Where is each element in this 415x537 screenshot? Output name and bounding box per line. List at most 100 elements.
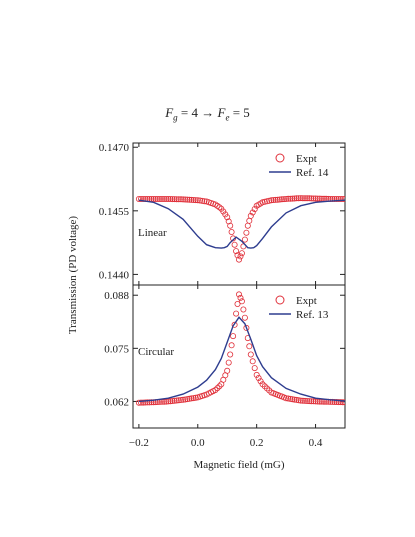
y-tick-label: 0.088	[104, 290, 129, 302]
expt-point	[167, 398, 174, 405]
expt-point	[227, 351, 234, 358]
expt-point	[192, 394, 199, 401]
legend-label: Expt	[296, 295, 317, 307]
title-end: = 5	[229, 105, 250, 120]
series-line-ref-14	[138, 199, 345, 249]
expt-point	[342, 399, 345, 406]
expt-point	[312, 195, 319, 202]
expt-point	[308, 195, 315, 202]
y-tick-label: 0.1440	[99, 269, 130, 281]
title-mid: = 4 →	[177, 105, 218, 120]
expt-point	[299, 195, 306, 202]
expt-point	[251, 206, 258, 213]
expt-point	[283, 195, 290, 202]
plot-area	[135, 195, 345, 263]
expt-point	[175, 196, 182, 203]
expt-point	[146, 399, 153, 406]
figure-title: Fg = 4 → Fe = 5	[0, 105, 415, 123]
expt-point	[169, 196, 176, 203]
expt-point	[240, 306, 247, 313]
expt-point	[289, 396, 296, 403]
expt-point	[291, 396, 298, 403]
expt-point	[137, 399, 144, 406]
legend-label: Expt	[296, 153, 317, 165]
expt-point	[188, 395, 195, 402]
legend-circle-swatch	[275, 153, 285, 163]
plot-area	[135, 291, 345, 406]
x-tick-label: 0.0	[191, 437, 205, 449]
expt-point	[144, 399, 151, 406]
expt-point	[216, 204, 223, 211]
expt-point	[196, 197, 203, 204]
expt-point	[231, 321, 238, 328]
expt-point	[175, 397, 182, 404]
expt-point	[169, 397, 176, 404]
expt-point	[243, 324, 250, 331]
expt-point	[295, 397, 302, 404]
expt-point	[289, 195, 296, 202]
expt-point	[238, 298, 245, 305]
expt-point	[186, 196, 193, 203]
expt-point	[306, 195, 313, 202]
expt-point	[163, 195, 170, 202]
expt-point	[192, 197, 199, 204]
expt-point	[335, 195, 342, 202]
expt-point	[237, 294, 244, 301]
expt-point	[308, 398, 315, 405]
expt-point	[171, 196, 178, 203]
legend-circle-swatch	[275, 295, 285, 305]
expt-point	[186, 395, 193, 402]
title-f1: F	[165, 105, 174, 120]
expt-point	[331, 195, 338, 202]
expt-point	[280, 196, 287, 203]
y-axis-label: Transmission (PD voltage)	[67, 216, 79, 334]
expt-point	[299, 397, 306, 404]
expt-point	[225, 359, 232, 366]
expt-point	[285, 395, 292, 402]
expt-point	[301, 397, 308, 404]
expt-point	[246, 217, 253, 224]
expt-point	[237, 253, 244, 260]
expt-point	[287, 195, 294, 202]
expt-point	[241, 236, 248, 243]
expt-point	[173, 196, 180, 203]
expt-point	[241, 314, 248, 321]
expt-point	[342, 196, 345, 202]
expt-point	[314, 195, 321, 202]
expt-point	[310, 195, 317, 202]
expt-point	[283, 395, 290, 402]
expt-point	[135, 195, 142, 202]
expt-point	[184, 196, 191, 203]
expt-point	[188, 196, 195, 203]
expt-point	[199, 197, 206, 204]
expt-point	[249, 209, 256, 216]
expt-point	[259, 199, 266, 206]
y-tick-label: 0.062	[104, 396, 129, 408]
expt-point	[137, 195, 144, 202]
expt-point	[278, 196, 285, 203]
expt-point	[285, 195, 292, 202]
expt-point	[201, 198, 208, 205]
expt-point	[257, 378, 264, 385]
x-tick-label: −0.2	[129, 437, 149, 449]
expt-point	[235, 256, 242, 263]
expt-point	[190, 395, 197, 402]
y-tick-label: 0.1455	[99, 206, 130, 218]
expt-point	[244, 222, 251, 229]
linear-panel: 0.1470 0.1455 0.1440 Linear Expt Ref. 14	[99, 142, 346, 286]
expt-point	[167, 195, 174, 202]
expt-point	[224, 367, 231, 374]
expt-point	[171, 397, 178, 404]
expt-point	[339, 196, 345, 202]
expt-point	[337, 399, 344, 406]
expt-point	[316, 195, 323, 202]
expt-point	[261, 198, 268, 205]
expt-point	[161, 195, 168, 202]
expt-point	[263, 198, 270, 205]
expt-point	[276, 196, 283, 203]
expt-point	[234, 300, 241, 307]
panel-frame	[132, 284, 346, 429]
title-sub-g: g	[173, 112, 178, 123]
expt-point	[158, 195, 165, 202]
title-sub-e: e	[225, 112, 230, 123]
